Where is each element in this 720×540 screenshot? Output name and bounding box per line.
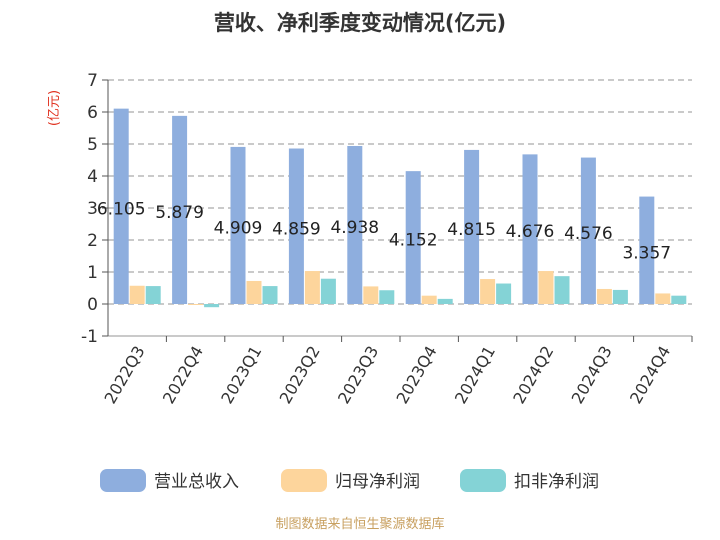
y-tick-label-1: 0 [87,295,98,315]
bar-0-2024Q3 [580,157,596,304]
y-tick-label-2: 1 [87,263,98,283]
x-tick-label-2023Q2: 2023Q2 [276,343,324,407]
y-tick-label-3: 2 [87,231,98,251]
x-tick-label-2022Q4: 2022Q4 [159,343,207,407]
bar-1-2024Q3 [596,288,612,304]
bar-0-2024Q1 [464,149,480,304]
y-tick-label-5: 4 [87,167,98,187]
bar-1-2023Q1 [246,280,262,304]
bar-0-2024Q2 [522,154,538,304]
bar-1-2024Q1 [480,279,496,304]
bar-0-2024Q4 [639,196,655,304]
bar-0-2022Q3 [113,108,129,304]
data-labels: 6.105 5.879 4.909 4.859 4.938 4.152 4.815 4.676… [97,199,671,263]
legend-label-1: 归母净利润 [335,472,420,492]
bar-2-2023Q1 [262,286,278,304]
bar-2-2022Q3 [145,286,161,304]
data-label-2024Q2: 4.676 [506,222,555,242]
bar-2-2023Q3 [379,290,395,304]
bar-1-2023Q3 [363,286,379,304]
legend-label-0: 营业总收入 [154,472,239,492]
bar-2-2024Q2 [554,276,570,304]
data-label-2022Q4: 5.879 [155,203,204,223]
y-tick-label-4: 3 [87,199,98,219]
y-tick-label-8: 7 [87,71,98,91]
bar-2-2023Q2 [320,278,336,304]
y-tick-label-0: -1 [81,327,98,347]
bar-1-2022Q3 [129,285,145,304]
bar-2-2024Q1 [496,283,512,304]
bar-0-2023Q3 [347,145,363,304]
bar-1-2024Q4 [655,293,671,304]
x-tick-label-2023Q1: 2023Q1 [217,343,265,407]
bar-0-2023Q4 [405,171,421,304]
data-label-2023Q2: 4.859 [272,219,321,239]
chart-title: 营收、净利季度变动情况(亿元) [214,11,506,35]
bar-0-2022Q4 [172,115,188,304]
data-label-2023Q1: 4.909 [214,218,263,238]
y-tick-label-6: 5 [87,135,98,155]
bar-1-2023Q4 [421,295,437,304]
bar-1-2023Q2 [304,271,320,304]
x-tick-label-2024Q3: 2024Q3 [568,343,616,407]
x-tick-label-2024Q2: 2024Q2 [509,343,557,407]
x-tick-label-2024Q1: 2024Q1 [451,343,499,407]
y-tick-label-7: 6 [87,103,98,123]
bar-1-2024Q2 [538,271,554,304]
data-label-2023Q3: 4.938 [330,218,379,238]
legend-swatch-2 [460,469,506,492]
x-tick-label-2022Q3: 2022Q3 [100,343,148,407]
legend-label-2: 扣非净利润 [514,472,599,492]
data-label-2024Q4: 3.357 [622,243,671,263]
y-axis-ticks: -1 0 1 2 3 4 5 6 7 [81,71,98,347]
source-note: 制图数据来自恒生聚源数据库 [275,516,444,532]
bars [113,108,687,308]
data-label-2022Q3: 6.105 [97,199,146,219]
x-axis-ticks: 2022Q3 2022Q4 2023Q1 2023Q2 2023Q3 2023Q4 2024… [100,336,693,407]
bar-0-2023Q2 [288,148,304,304]
legend: 营业总收入 归母净利润 扣非净利润 [100,469,599,492]
data-label-2024Q3: 4.576 [564,224,613,244]
data-label-2024Q1: 4.815 [447,220,496,240]
bar-2-2022Q4 [204,304,220,308]
x-tick-label-2023Q4: 2023Q4 [392,343,440,407]
bar-1-2022Q4 [188,304,204,305]
bar-0-2023Q1 [230,146,246,304]
legend-swatch-0 [100,469,146,492]
y-axis-unit: (亿元) [47,90,62,126]
x-tick-label-2023Q3: 2023Q3 [334,343,382,407]
data-label-2023Q4: 4.152 [389,231,438,251]
legend-swatch-1 [281,469,327,492]
bar-2-2024Q3 [612,289,628,304]
bar-2-2023Q4 [437,298,453,304]
grid-lines [102,79,692,337]
bar-2-2024Q4 [671,295,687,304]
x-tick-label-2024Q4: 2024Q4 [626,343,674,407]
